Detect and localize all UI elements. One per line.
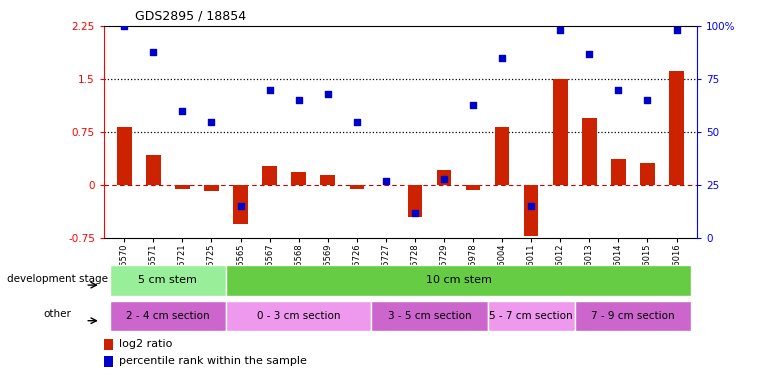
Point <box>525 203 537 209</box>
Bar <box>146 156 161 185</box>
Point <box>118 23 130 29</box>
Point <box>438 176 450 182</box>
Point <box>322 91 334 97</box>
Bar <box>226 301 371 331</box>
Text: log2 ratio: log2 ratio <box>119 339 172 349</box>
Bar <box>104 356 113 367</box>
Bar <box>669 71 684 185</box>
Bar <box>350 185 364 189</box>
Bar <box>524 185 538 236</box>
Bar <box>226 265 691 296</box>
Text: 5 cm stem: 5 cm stem <box>139 275 197 285</box>
Point <box>263 87 276 93</box>
Bar <box>582 118 597 185</box>
Bar <box>263 166 277 185</box>
Point <box>671 27 683 33</box>
Text: 7 - 9 cm section: 7 - 9 cm section <box>591 311 675 321</box>
Bar <box>371 301 487 331</box>
Bar <box>233 185 248 224</box>
Point <box>147 49 159 55</box>
Point <box>380 178 392 184</box>
Point <box>234 203 246 209</box>
Point <box>350 118 363 124</box>
Point <box>496 55 508 61</box>
Bar <box>175 185 189 189</box>
Bar <box>466 185 480 190</box>
Text: development stage: development stage <box>7 274 108 284</box>
Text: 0 - 3 cm section: 0 - 3 cm section <box>257 311 340 321</box>
Point <box>554 27 567 33</box>
Point <box>409 210 421 216</box>
Bar <box>320 175 335 185</box>
Bar <box>291 172 306 185</box>
Bar <box>110 301 226 331</box>
Text: 2 - 4 cm section: 2 - 4 cm section <box>126 311 209 321</box>
Text: percentile rank within the sample: percentile rank within the sample <box>119 357 306 366</box>
Bar <box>204 185 219 191</box>
Point <box>583 51 595 57</box>
Point <box>612 87 624 93</box>
Bar <box>104 339 113 350</box>
Point <box>467 102 479 108</box>
Point <box>176 108 189 114</box>
Bar <box>495 126 510 185</box>
Text: other: other <box>43 309 71 320</box>
Bar <box>553 79 567 185</box>
Text: 5 - 7 cm section: 5 - 7 cm section <box>490 311 573 321</box>
Bar <box>110 265 226 296</box>
Bar <box>437 170 451 185</box>
Point <box>206 118 218 124</box>
Bar <box>611 159 626 185</box>
Text: 10 cm stem: 10 cm stem <box>426 275 491 285</box>
Bar <box>574 301 691 331</box>
Bar <box>407 185 422 217</box>
Point <box>641 98 654 104</box>
Point <box>293 98 305 104</box>
Bar <box>487 301 574 331</box>
Text: GDS2895 / 18854: GDS2895 / 18854 <box>135 9 246 22</box>
Text: 3 - 5 cm section: 3 - 5 cm section <box>387 311 471 321</box>
Bar <box>117 126 132 185</box>
Bar <box>640 162 654 185</box>
